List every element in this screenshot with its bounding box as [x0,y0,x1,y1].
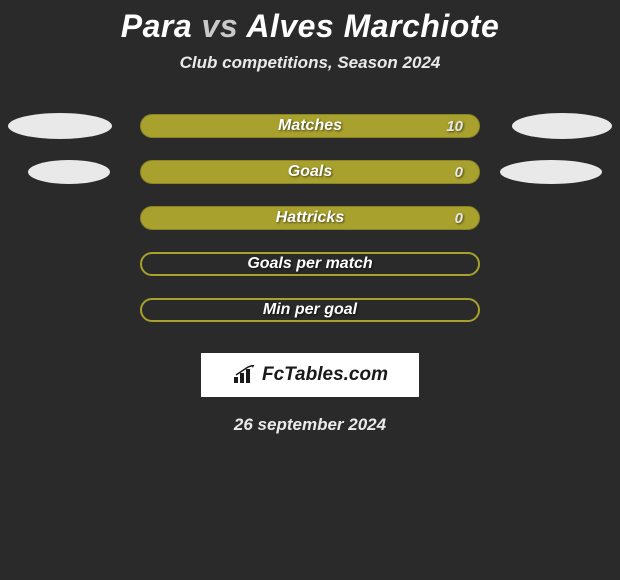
logo-box: FcTables.com [201,353,419,397]
ellipse-left-1 [28,160,110,184]
stat-pill-gpm: Goals per match [140,252,480,276]
stat-label: Matches [278,117,342,135]
page-title: Para vs Alves Marchiote [0,0,620,45]
chart-icon [232,365,258,385]
stat-row-matches: Matches 10 [0,103,620,149]
stat-row-min-per-goal: Min per goal [0,287,620,333]
logo-text: FcTables.com [262,364,388,386]
player2-name: Alves Marchiote [246,8,499,44]
stat-pill-mpg: Min per goal [140,298,480,322]
ellipse-right-1 [500,160,602,184]
stats-rows: Matches 10 Goals 0 Hattricks 0 Goals per… [0,103,620,333]
stat-row-goals: Goals 0 [0,149,620,195]
ellipse-right-0 [512,113,612,139]
stat-pill-hattricks: Hattricks 0 [140,206,480,230]
infographic-container: Para vs Alves Marchiote Club competition… [0,0,620,435]
stat-row-goals-per-match: Goals per match [0,241,620,287]
stat-label: Goals [288,163,332,181]
stat-value: 0 [455,210,463,227]
stat-value: 0 [455,164,463,181]
player1-name: Para [121,8,192,44]
date-text: 26 september 2024 [0,415,620,435]
subtitle: Club competitions, Season 2024 [0,53,620,73]
stat-label: Min per goal [263,301,357,319]
stat-label: Hattricks [276,209,344,227]
stat-row-hattricks: Hattricks 0 [0,195,620,241]
stat-pill-matches: Matches 10 [140,114,480,138]
ellipse-left-0 [8,113,112,139]
stat-value: 10 [446,118,463,135]
stat-pill-goals: Goals 0 [140,160,480,184]
vs-text: vs [202,8,239,44]
stat-label: Goals per match [247,255,372,273]
